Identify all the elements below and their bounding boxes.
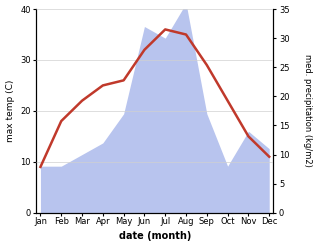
Y-axis label: max temp (C): max temp (C) xyxy=(5,80,15,142)
Y-axis label: med. precipitation (kg/m2): med. precipitation (kg/m2) xyxy=(303,54,313,167)
X-axis label: date (month): date (month) xyxy=(119,231,191,242)
